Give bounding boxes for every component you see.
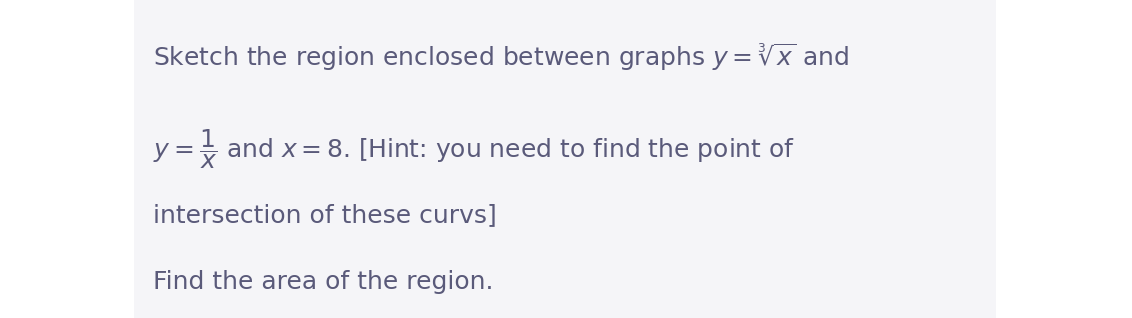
FancyBboxPatch shape [134, 0, 996, 318]
Text: Find the area of the region.: Find the area of the region. [153, 270, 494, 294]
Text: $y = \dfrac{1}{x}$ and $x = 8$. [Hint: you need to find the point of: $y = \dfrac{1}{x}$ and $x = 8$. [Hint: y… [153, 127, 795, 171]
Text: Sketch the region enclosed between graphs $y = \sqrt[3]{x}$ and: Sketch the region enclosed between graph… [153, 41, 849, 73]
Text: intersection of these curvs]: intersection of these curvs] [153, 204, 497, 227]
